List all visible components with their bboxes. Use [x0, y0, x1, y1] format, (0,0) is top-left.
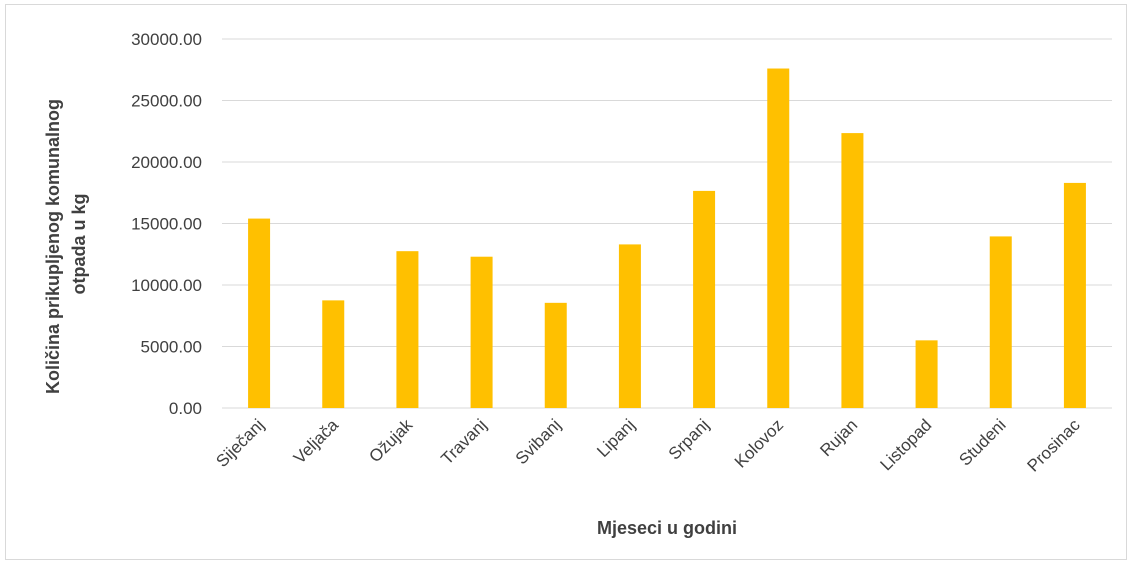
bar-9 — [841, 133, 864, 408]
y-tick-label: 5000.00 — [141, 338, 202, 357]
x-tick-label: Studeni — [955, 415, 1009, 469]
x-tick-label: Srpanj — [665, 415, 713, 463]
bar-11 — [989, 236, 1012, 408]
y-tick-label: 10000.00 — [131, 276, 202, 295]
y-tick-label: 30000.00 — [131, 30, 202, 49]
bar-12 — [1063, 182, 1086, 408]
bar-5 — [544, 302, 567, 408]
chart-frame — [5, 4, 1127, 560]
y-axis-title-line-1: Količina prikupljenog komunalnog — [43, 99, 63, 394]
bar-10 — [915, 340, 938, 408]
y-tick-label: 15000.00 — [131, 215, 202, 234]
bar-3 — [396, 251, 419, 408]
bar-6 — [618, 244, 641, 408]
y-tick-label: 0.00 — [169, 399, 202, 418]
x-tick-label: Rujan — [816, 415, 861, 460]
y-axis-ticks: 0.00 5000.00 10000.00 15000.00 20000.00 25000… — [131, 30, 202, 418]
bar-7 — [693, 190, 716, 408]
bar-4 — [470, 256, 493, 408]
x-tick-label: Kolovoz — [731, 415, 787, 471]
bar-8 — [767, 68, 790, 409]
bar-2 — [322, 300, 345, 408]
x-tick-label: Ožujak — [365, 415, 416, 466]
x-tick-label: Travanj — [437, 415, 490, 468]
y-tick-label: 25000.00 — [131, 92, 202, 111]
x-axis-title: Mjeseci u godini — [597, 518, 737, 538]
x-tick-label: Siječanj — [212, 415, 268, 471]
y-tick-label: 20000.00 — [131, 153, 202, 172]
bar-1 — [248, 218, 271, 408]
x-tick-label: Veljača — [290, 415, 343, 468]
x-tick-label: Svibanj — [512, 415, 565, 468]
x-tick-label: Listopad — [877, 415, 936, 474]
bars — [248, 68, 1086, 409]
y-axis-title: Količina prikupljenog komunalnog otpada … — [43, 94, 89, 394]
y-axis-title-line-2: otpada u kg — [69, 193, 89, 294]
x-axis-ticks: Siječanj Veljača Ožujak Travanj Svibanj Lipan… — [212, 415, 1084, 476]
x-tick-label: Lipanj — [593, 415, 639, 461]
x-tick-label: Prosinac — [1024, 415, 1085, 476]
gridlines — [222, 38, 1112, 409]
